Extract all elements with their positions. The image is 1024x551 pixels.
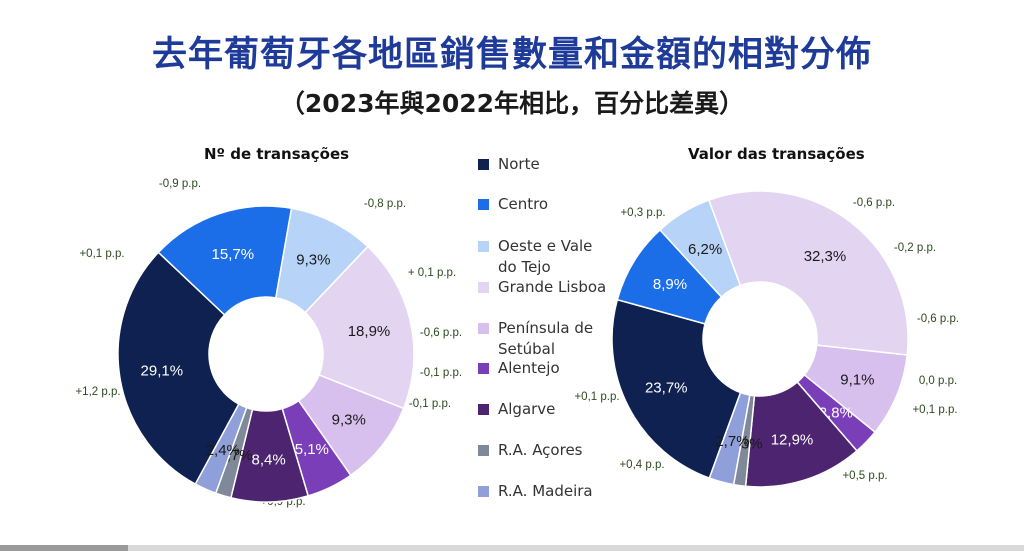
value-label: 29,1% xyxy=(141,363,184,380)
change-label: +0,1 p.p. xyxy=(912,404,957,416)
donut-slice-norte xyxy=(611,298,742,480)
legend-label: Alentejo xyxy=(498,359,560,377)
value-label: 8,9% xyxy=(653,276,687,293)
legend-swatch xyxy=(478,159,489,170)
chart-title-value: Valor das transações xyxy=(688,145,865,163)
donut-slice-grande-lisboa xyxy=(304,245,415,410)
legend-label: Oeste e Vale do Tejo xyxy=(498,237,593,276)
change-label: -0,1 p.p. xyxy=(420,367,462,379)
change-label: +0,5 p.p. xyxy=(842,470,887,482)
value-label: 32,3% xyxy=(804,248,847,265)
change-label: 0,0 p.p. xyxy=(919,375,957,387)
donut-slice-grande-lisboa xyxy=(707,190,909,356)
change-label: -0,6 p.p. xyxy=(420,327,462,339)
change-label: -0,6 p.p. xyxy=(917,313,959,325)
value-label: 6,2% xyxy=(688,241,722,258)
change-label: -0,2 p.p. xyxy=(894,242,936,254)
legend-label: Centro xyxy=(498,195,549,213)
change-label: +0,3 p.p. xyxy=(620,207,665,219)
donut-chart-transactions: 29,1%+0,9 p.p.15,7%+1,2 p.p.9,3%+0,1 p.p… xyxy=(75,178,462,508)
legend-swatch xyxy=(478,404,489,415)
value-label: 9,3% xyxy=(332,411,366,428)
change-label: -0,6 p.p. xyxy=(853,197,895,209)
change-label: + 0,1 p.p. xyxy=(408,267,456,279)
legend-swatch xyxy=(478,363,489,374)
value-label: 2,4% xyxy=(206,442,240,459)
legend-swatch xyxy=(478,445,489,456)
legend-swatch xyxy=(478,282,489,293)
bottom-divider xyxy=(0,545,1024,551)
value-label: 9,1% xyxy=(840,372,874,389)
legend-label: R.A. Açores xyxy=(498,441,583,459)
change-label: -0,9 p.p. xyxy=(159,178,201,190)
change-label: +1,2 p.p. xyxy=(75,386,120,398)
value-label: 2,7% xyxy=(715,433,749,450)
donut-chart-value: 23,7% +0,5 p.p. 8,9% +0,4 p.p. 6,2% +0,1 p.p.… xyxy=(574,190,959,488)
value-label: 23,7% xyxy=(645,379,688,396)
value-label: 18,9% xyxy=(348,323,391,340)
legend-label: Algarve xyxy=(498,400,556,418)
change-label: +0,1 p.p. xyxy=(574,391,619,403)
change-label: -0,1 p.p. xyxy=(409,398,451,410)
legend-swatch xyxy=(478,486,489,497)
legend-label: Península de Setúbal xyxy=(498,319,594,358)
value-label: 9,3% xyxy=(296,252,330,269)
bottom-divider-accent xyxy=(0,545,128,551)
donut-slice-norte xyxy=(117,251,240,486)
donut-slice-r-a-madeira xyxy=(194,403,248,495)
value-label: 8,4% xyxy=(251,451,285,468)
value-label: 5,1% xyxy=(295,441,329,458)
change-label: +0,4 p.p. xyxy=(619,459,664,471)
legend-label: R.A. Madeira xyxy=(498,482,593,500)
legend-label: Norte xyxy=(498,155,540,173)
chart-title-transactions: Nº de transações xyxy=(204,145,350,163)
value-label: 12,9% xyxy=(771,432,814,449)
value-label: 15,7% xyxy=(212,246,255,263)
donut-slice-r-a-madeira xyxy=(708,391,751,486)
legend-swatch xyxy=(478,323,489,334)
donut-slice-centro xyxy=(157,205,293,316)
page-title: 去年葡萄牙各地區銷售數量和金額的相對分佈 xyxy=(151,35,872,75)
change-label: -0,8 p.p. xyxy=(364,198,406,210)
legend-swatch xyxy=(478,199,489,210)
change-label: +0,1 p.p. xyxy=(79,248,124,260)
legend-label: Grande Lisboa xyxy=(498,278,607,296)
page-subtitle: （2023年與2022年相比，百分比差異） xyxy=(279,89,745,118)
legend-swatch xyxy=(478,241,489,252)
